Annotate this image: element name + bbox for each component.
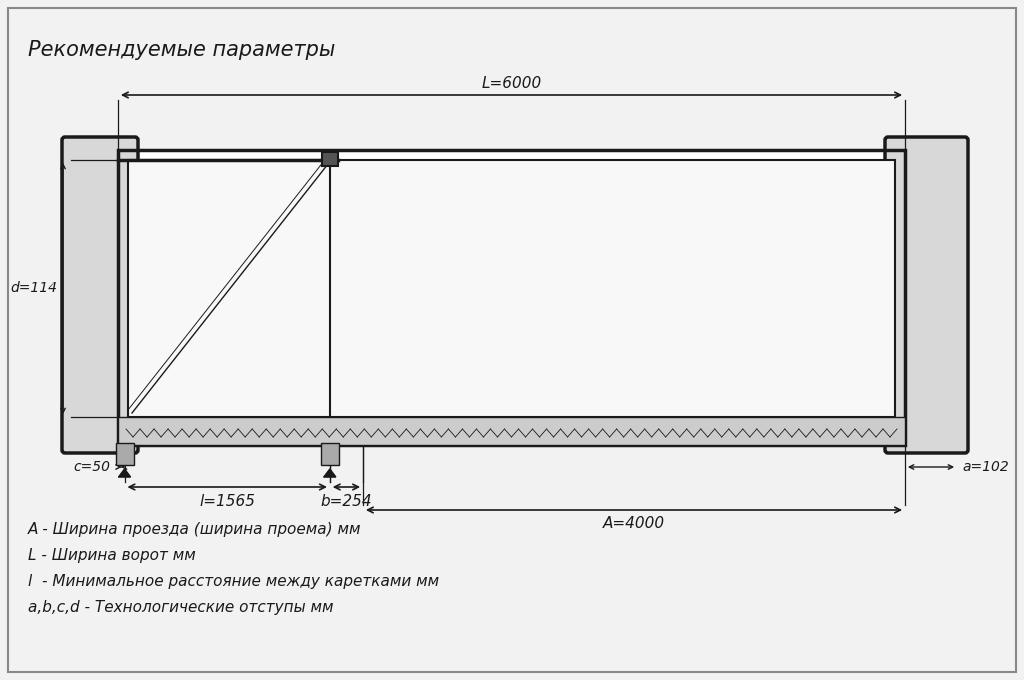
Polygon shape xyxy=(119,469,130,477)
Bar xyxy=(321,443,339,465)
Text: l  - Минимальное расстояние между каретками мм: l - Минимальное расстояние между каретка… xyxy=(28,574,439,589)
Text: a,b,c,d - Технологические отступы мм: a,b,c,d - Технологические отступы мм xyxy=(28,600,334,615)
Text: c=50: c=50 xyxy=(73,460,110,474)
Bar xyxy=(118,150,905,445)
Text: d=114: d=114 xyxy=(10,282,57,296)
Bar xyxy=(118,150,905,445)
Text: Рекомендуемые параметры: Рекомендуемые параметры xyxy=(28,40,336,60)
Bar xyxy=(322,152,338,166)
Text: l=1565: l=1565 xyxy=(200,494,255,509)
Text: L - Ширина ворот мм: L - Ширина ворот мм xyxy=(28,548,196,563)
Text: А - Ширина проезда (ширина проема) мм: А - Ширина проезда (ширина проема) мм xyxy=(28,522,361,537)
Text: L=6000: L=6000 xyxy=(481,75,542,90)
FancyBboxPatch shape xyxy=(62,137,138,453)
Text: b=254: b=254 xyxy=(321,494,373,509)
Polygon shape xyxy=(324,469,336,477)
Bar xyxy=(128,160,895,417)
Bar xyxy=(118,417,905,445)
FancyBboxPatch shape xyxy=(885,137,968,453)
Bar xyxy=(116,443,133,465)
Text: A=4000: A=4000 xyxy=(603,517,665,532)
Text: a=102: a=102 xyxy=(962,460,1009,474)
